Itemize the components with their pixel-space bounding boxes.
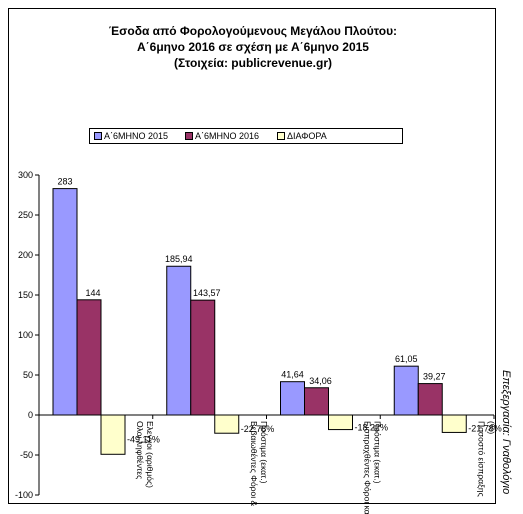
category-label-line: Πρόστιμα (εκατ.) xyxy=(373,421,383,484)
legend-swatch-diff xyxy=(277,131,285,140)
chart-legend: Α΄6ΜΗΝΟ 2015 Α΄6ΜΗΝΟ 2016 ΔΙΑΦΟΡΑ xyxy=(89,128,403,144)
data-label-series0-cat0: 283 xyxy=(57,177,72,187)
bar-chart-plot: -100 -50 0 50 100 150 200 250 300 283 144 -49,11% 1… xyxy=(15,170,502,514)
data-label-series1-cat0: 144 xyxy=(85,288,100,298)
category-label-line: Εισπραχθέντες Φόροι και xyxy=(363,421,373,514)
bar-series2-cat1 xyxy=(214,414,240,434)
bar-series0-cat2 xyxy=(280,381,305,416)
category-label-3: Ποσοστό είσπραξης (%) xyxy=(476,421,496,497)
y-tick-label: -100 xyxy=(15,490,33,500)
category-label-0: Ολοι ληφθέντες Ελεγχοι (αριθμός) xyxy=(135,421,155,488)
data-label-series2-cat0: -49,11% xyxy=(127,435,160,445)
y-tick-label: 0 xyxy=(28,410,33,420)
bar-series2-cat0 xyxy=(100,414,126,455)
bar-series2-cat2 xyxy=(328,414,353,431)
bar-series1-cat1 xyxy=(190,299,216,416)
legend-swatch-2016 xyxy=(185,131,193,140)
bar-series1-cat2 xyxy=(304,387,329,416)
data-label-series0-cat1: 185,94 xyxy=(165,254,193,264)
legend-item-2015: Α΄6ΜΗΝΟ 2015 xyxy=(94,131,168,143)
chart-category-labels: Ολοι ληφθέντες Ελεγχοι (αριθμός) Βεβαιωθέν… xyxy=(135,421,496,514)
credit-note: Επεξεργασία: Γναθολόγιο xyxy=(500,370,514,510)
data-label-series1-cat2: 34,06 xyxy=(309,376,332,386)
bar-series0-cat3 xyxy=(393,365,419,416)
y-tick-label: 50 xyxy=(23,370,33,380)
chart-data-labels: 283 144 -49,11% 185,94 143,57 -22,78% 41,64 34,… xyxy=(57,177,501,445)
credit-text: Επεξεργασία: Γναθολόγιο xyxy=(500,370,512,495)
data-label-series1-cat1: 143,57 xyxy=(193,288,221,298)
category-label-line: Ελεγχοι (αριθμός) xyxy=(145,421,155,488)
chart-bars xyxy=(52,188,467,455)
y-tick-label: 250 xyxy=(18,210,33,220)
category-label-line: Ολοι ληφθέντες xyxy=(135,421,145,479)
category-label-line: Πρόστιμα (εκατ.) xyxy=(259,421,269,484)
category-label-line: (%) xyxy=(486,421,496,434)
legend-swatch-2015 xyxy=(94,131,102,140)
data-label-series0-cat2: 41,64 xyxy=(281,370,304,380)
y-tick-label: -50 xyxy=(20,450,33,460)
data-label-series1-cat3: 39,27 xyxy=(423,372,446,382)
y-tick-label: 100 xyxy=(18,330,33,340)
bar-series0-cat0 xyxy=(52,188,78,416)
data-label-series0-cat3: 61,05 xyxy=(395,354,418,364)
chart-title-line-3: (Στοιχεία: publicrevenue.gr) xyxy=(173,56,332,70)
chart-title-line-2: Α΄6μηνο 2016 σε σχέση με Α΄6μηνο 2015 xyxy=(137,40,369,54)
category-label-2: Εισπραχθέντες Φόροι και Πρόστιμα (εκατ.) xyxy=(363,421,383,514)
legend-label-2015: Α΄6ΜΗΝΟ 2015 xyxy=(104,131,169,141)
chart-title-line-1: Έσοδα από Φορολογούμενους Μεγάλου Πλούτο… xyxy=(108,24,398,38)
y-tick-label: 150 xyxy=(18,290,33,300)
bar-series0-cat1 xyxy=(166,265,192,416)
legend-item-diff: ΔΙΑΦΟΡΑ xyxy=(277,131,327,143)
legend-label-diff: ΔΙΑΦΟΡΑ xyxy=(287,131,327,141)
data-label-series2-cat3: -21,78% xyxy=(468,424,502,434)
legend-label-2016: Α΄6ΜΗΝΟ 2016 xyxy=(195,131,260,141)
chart-frame: Έσοδα από Φορολογούμενους Μεγάλου Πλούτο… xyxy=(8,8,502,514)
y-tick-label: 300 xyxy=(18,170,33,180)
y-tick-label: 200 xyxy=(18,250,33,260)
category-label-line: Ποσοστό είσπραξης xyxy=(476,421,486,497)
legend-item-2016: Α΄6ΜΗΝΟ 2016 xyxy=(185,131,259,143)
data-label-series2-cat1: -22,78% xyxy=(241,424,275,434)
bar-series1-cat3 xyxy=(417,383,443,416)
category-label-line: Βεβαιωθέντες Φόροι & xyxy=(249,421,259,506)
data-label-series2-cat2: -18,22% xyxy=(355,422,389,432)
category-label-1: Βεβαιωθέντες Φόροι & Πρόστιμα (εκατ.) xyxy=(249,421,269,506)
bar-series1-cat0 xyxy=(76,299,102,416)
bar-series2-cat3 xyxy=(441,414,467,433)
